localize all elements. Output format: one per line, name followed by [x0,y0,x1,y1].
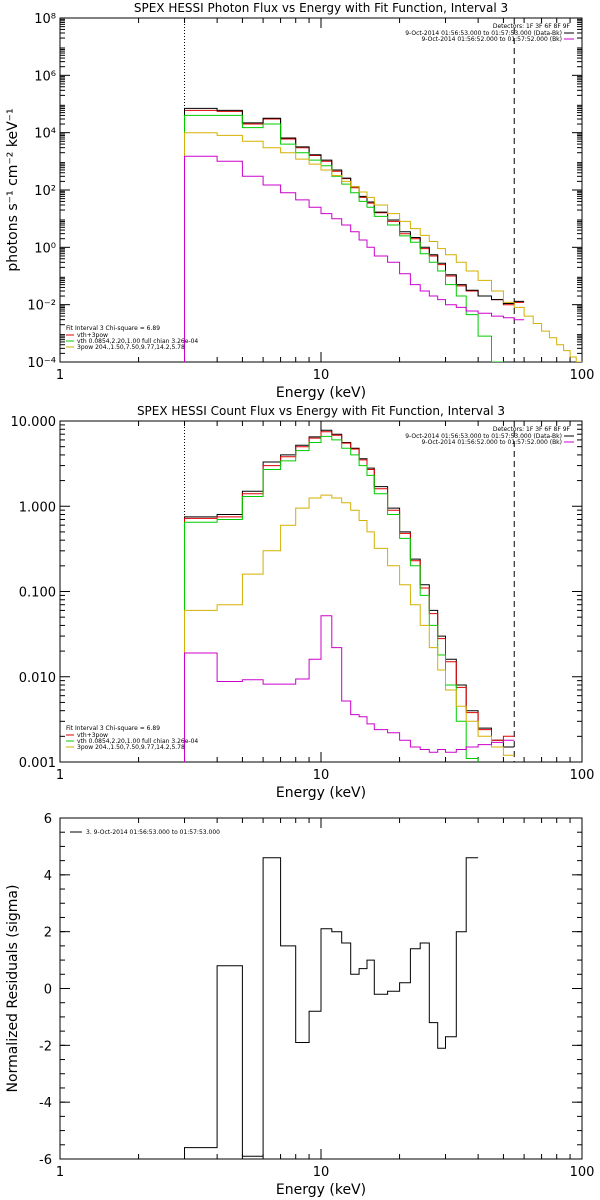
chart-panel-1: SPEX HESSI Photon Flux vs Energy with Fi… [5,1,594,401]
chart-panel-3: 1 10 100 Energy (keV) -6 -4 -2 0 2 4 6 Normalized R… [5,812,594,1198]
series-bk [184,615,515,762]
y-tick-label: 10⁴ [34,127,56,142]
y-tick-label: 2 [44,926,52,941]
x-axis-label: Energy (keV) [276,785,366,801]
y-tick-label: 10⁸ [34,12,56,27]
legend-fit-header: Fit Interval 3 Chi-square = 6.89 [66,725,160,732]
x-tick-label: 10 [313,1165,330,1180]
y-tick-label: -6 [39,1153,52,1168]
legend-entry: 9-Oct-2014 01:56:52.000 to 01:57:52.000 … [422,36,563,43]
x-tick-label: 10 [313,368,330,383]
series-3pow [184,132,582,362]
legend-entry: 9-Oct-2014 01:56:53.000 to 01:57:53.000 … [405,30,562,37]
y-axis-label: photons s⁻¹ cm⁻² keV⁻¹ [5,108,21,271]
y-tick-label: -4 [39,1096,52,1111]
y-tick-label: 0.100 [19,586,56,601]
chart-panel-2: SPEX HESSI Count Flux vs Energy with Fit… [11,404,595,801]
x-axis-label: Energy (keV) [276,1182,366,1198]
series-residuals [184,857,479,1159]
legend-entry: 3pow 204.,1.50,7.50,9.77,14.2,5.78 [77,344,185,351]
series-group [184,857,479,1159]
series-bk [184,155,525,362]
plot-frame [59,420,583,763]
y-tick-label: 10² [34,184,56,199]
series-vth-3pow [184,431,515,762]
y-tick-label: 4 [44,869,52,884]
y-tick-label: -2 [39,1039,52,1054]
x-tick-label: 100 [570,368,595,383]
chart-title: SPEX HESSI Photon Flux vs Energy with Fi… [134,1,508,15]
x-tick-label: 100 [570,1165,595,1180]
x-tick-label: 1 [56,1165,64,1180]
series-group [184,429,515,762]
y-tick-label: 10⁻⁴ [27,356,56,371]
series-group [184,107,582,362]
x-tick-label: 1 [56,768,64,783]
y-axis-label: Normalized Residuals (sigma) [5,885,21,1093]
y-tick-label: 10⁻² [27,299,56,314]
x-axis-label: Energy (keV) [276,385,366,401]
legend-detectors: Detectors: 1F 3F 6F 8F 9F [493,426,571,433]
legend-entry: vth+3pow [77,332,108,339]
legend-entry: vth 0.0854,2.20,1.00 full chian 3.26e-04 [77,338,198,345]
y-tick-label: 10⁶ [34,69,56,84]
y-tick-label: 0.010 [19,671,56,686]
series-data-bk [184,429,515,762]
y-tick-label: 0 [44,983,52,998]
series-vth [184,114,504,362]
legend-entry: 3. 9-Oct-2014 01:56:53.000 to 01:57:53.0… [86,829,220,836]
y-tick-label: 1.000 [19,500,56,515]
series-data-bk [184,107,525,362]
y-tick-label: 0.001 [19,756,56,771]
plot-frame [59,17,583,363]
y-tick-label: 6 [44,812,52,827]
x-tick-label: 1 [56,368,64,383]
series-vth [184,435,479,762]
series-vth-3pow [184,109,525,362]
y-tick-label: 10.000 [11,415,57,430]
series-3pow [184,494,515,762]
legend-entry: vth 0.0854,2.20,1.00 full chian 3.26e-04 [77,738,198,745]
legend-fit-header: Fit Interval 3 Chi-square = 6.89 [66,325,160,332]
legend-entry: vth+3pow [77,732,108,739]
chart-title: SPEX HESSI Count Flux vs Energy with Fit… [137,404,505,418]
x-tick-label: 100 [570,768,595,783]
x-tick-label: 10 [313,768,330,783]
y-tick-label: 10⁰ [34,241,56,256]
legend-entry: 3pow 204.,1.50,7.50,9.77,14.2,5.78 [77,744,185,751]
legend-entry: 9-Oct-2014 01:56:52.000 to 01:57:52.000 … [422,439,563,446]
legend-detectors: Detectors: 1F 3F 6F 8F 9F [493,23,571,30]
legend-entry: 9-Oct-2014 01:56:53.000 to 01:57:53.000 … [405,433,562,440]
